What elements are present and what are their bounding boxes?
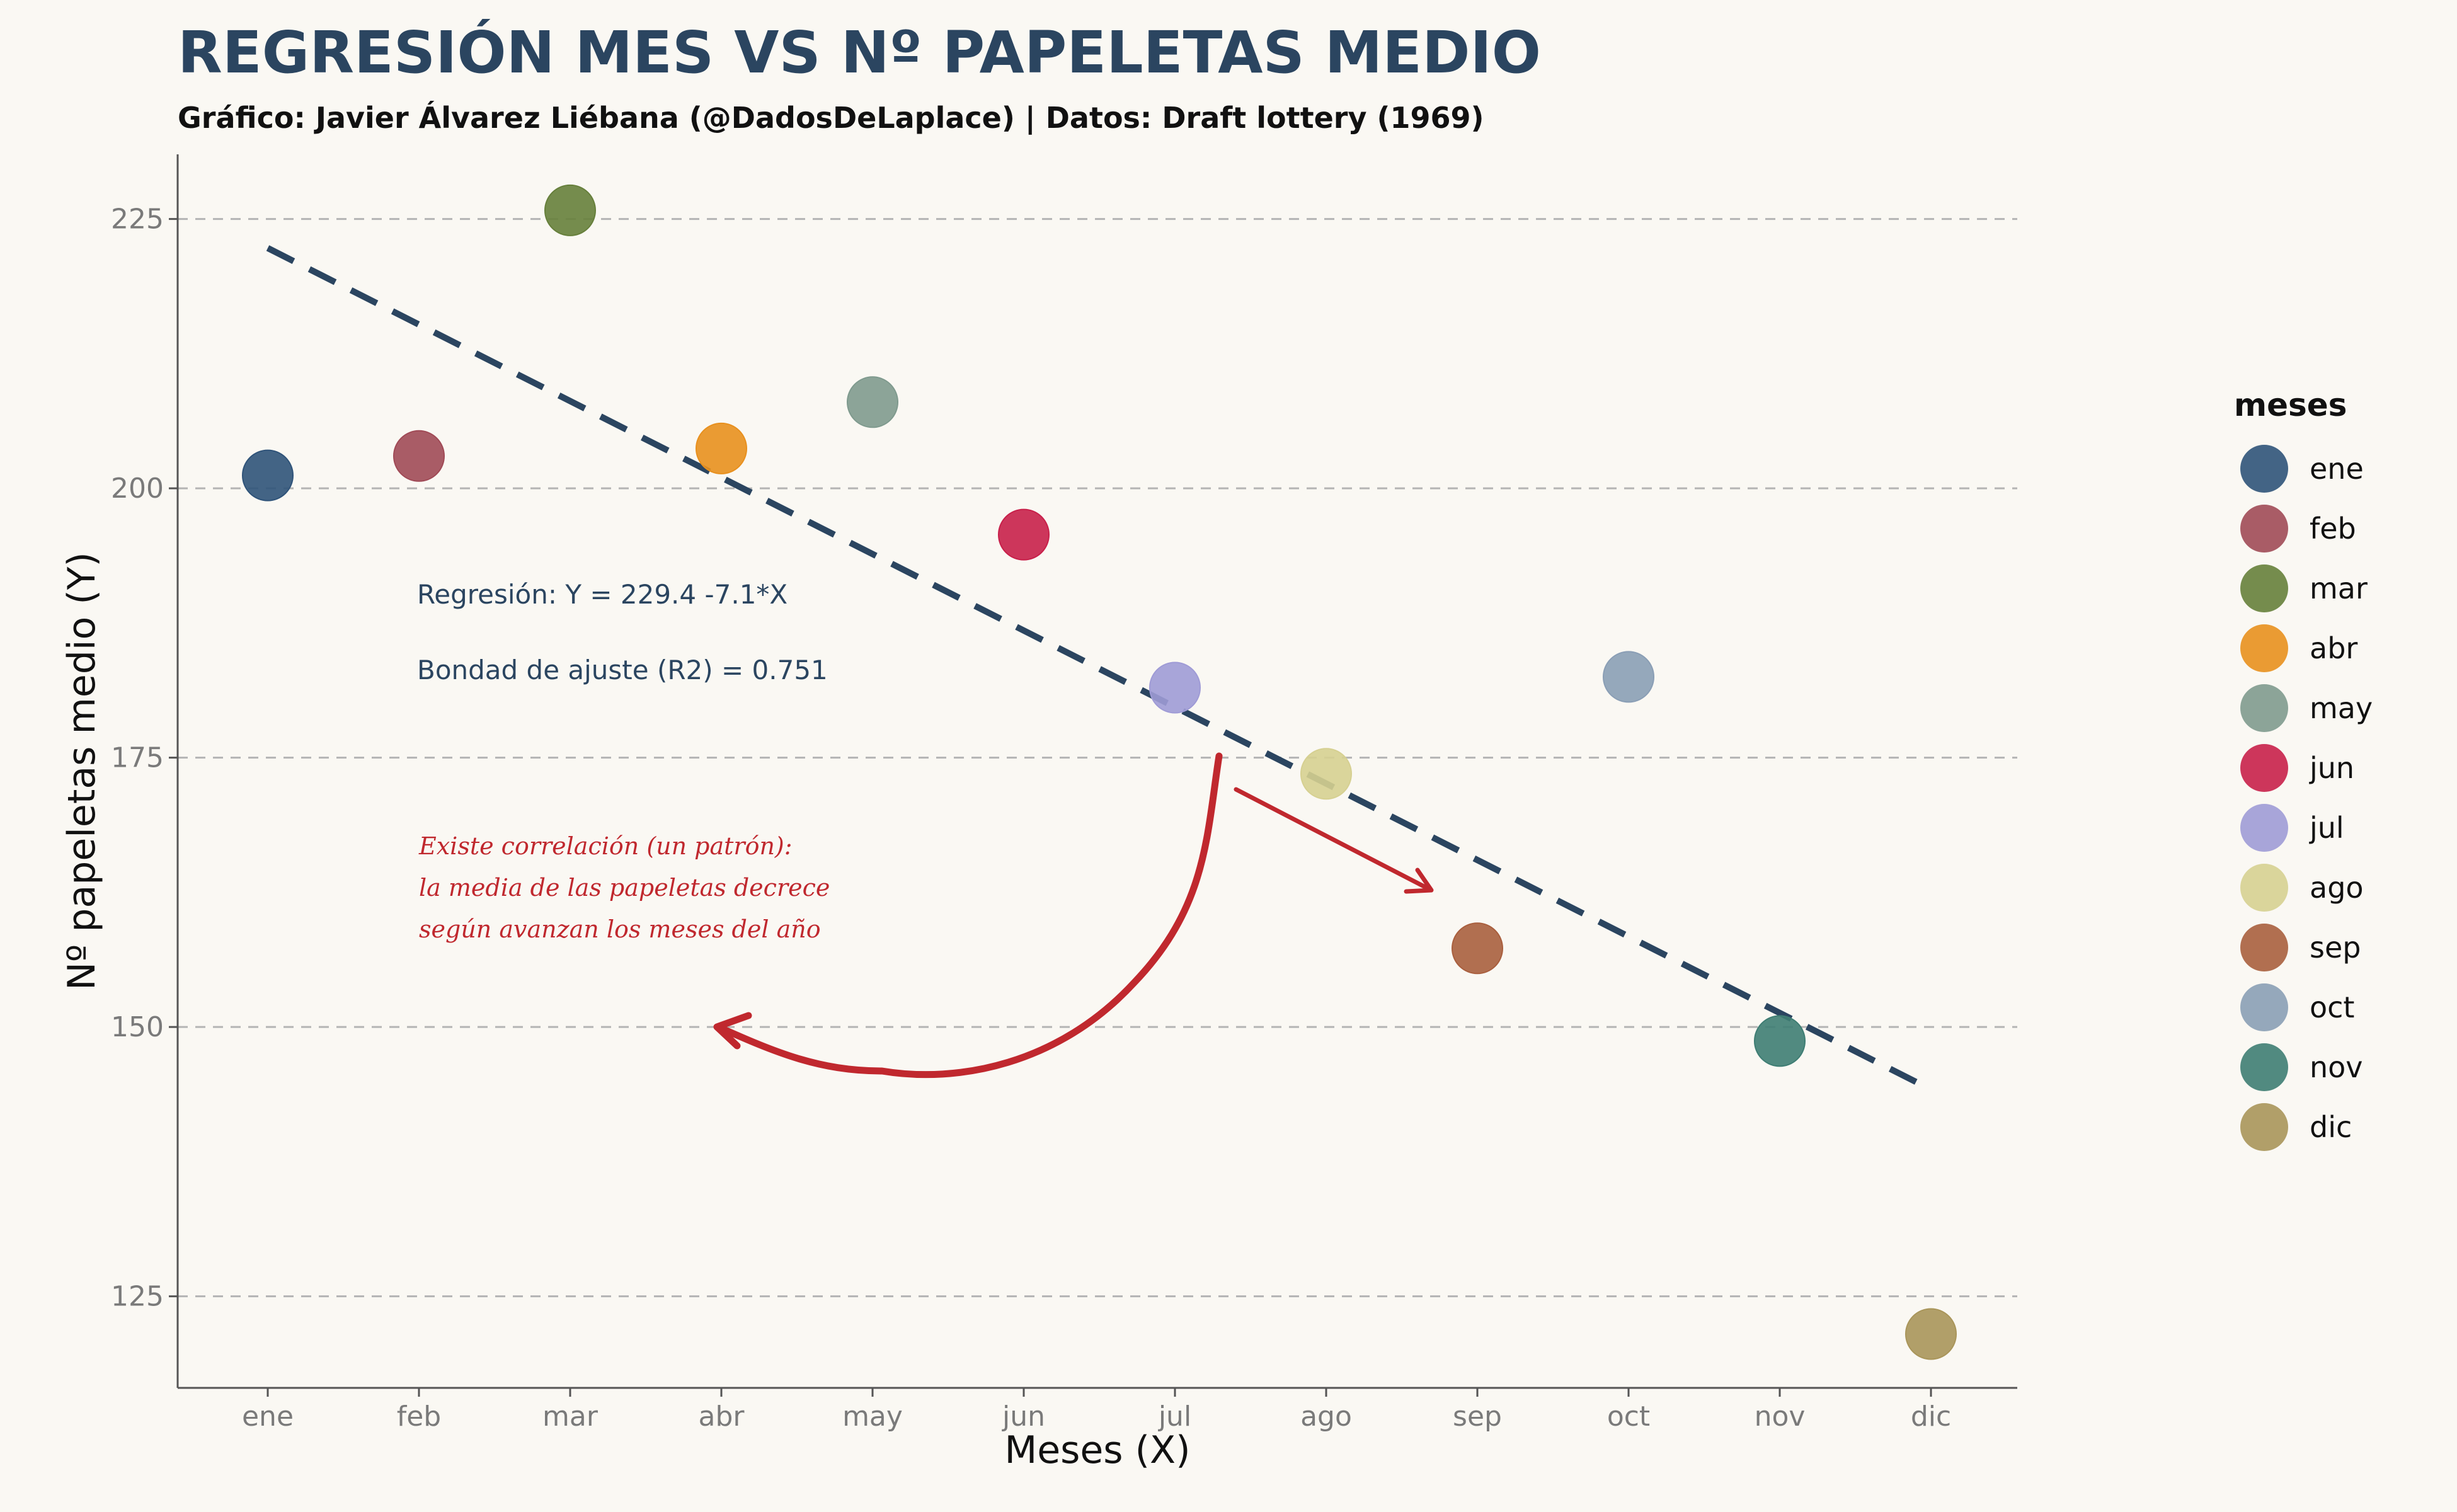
y-tick-label: 225 bbox=[111, 203, 164, 236]
x-axis-title: Meses (X) bbox=[1004, 1428, 1190, 1472]
x-tick-label: ago bbox=[1300, 1400, 1352, 1433]
legend-label-ene: ene bbox=[2310, 452, 2364, 486]
legend-label-jun: jun bbox=[2309, 751, 2354, 785]
legend-label-dic: dic bbox=[2310, 1110, 2352, 1144]
chart-title: REGRESIÓN MES VS Nº PAPELETAS MEDIO bbox=[178, 19, 1541, 86]
regression-equation-label: Regresión: Y = 229.4 -7.1*X bbox=[417, 579, 788, 610]
legend-label-jul: jul bbox=[2309, 811, 2344, 845]
x-tick-label: jul bbox=[1158, 1400, 1191, 1433]
gridlines bbox=[178, 218, 2017, 1298]
data-point-nov bbox=[1754, 1015, 1806, 1067]
straight-arrow bbox=[1234, 787, 1434, 894]
x-tick-label: jun bbox=[1002, 1400, 1045, 1433]
data-point-jun bbox=[998, 508, 1050, 561]
y-tick-label: 175 bbox=[111, 742, 164, 774]
comment-line-2: la media de las papeletas decrece bbox=[419, 874, 830, 902]
legend-label-sep: sep bbox=[2310, 931, 2361, 965]
y-tick-label: 200 bbox=[111, 472, 164, 505]
legend-label-abr: abr bbox=[2310, 631, 2357, 665]
curved-arrow bbox=[713, 752, 1223, 1079]
data-point-dic bbox=[1905, 1308, 1957, 1360]
x-tick-label: may bbox=[842, 1400, 903, 1433]
data-point-ene bbox=[242, 449, 294, 501]
x-tick-label: oct bbox=[1607, 1400, 1650, 1433]
legend-label-mar: mar bbox=[2310, 571, 2368, 605]
x-tick-label: ene bbox=[242, 1400, 294, 1433]
data-point-ago bbox=[1300, 748, 1352, 800]
y-tick-label: 125 bbox=[111, 1281, 164, 1313]
x-tick-labels: ene feb mar abr may jun jul ago sep oct nov dic bbox=[242, 1388, 1951, 1433]
x-tick-label: dic bbox=[1911, 1400, 1951, 1433]
x-tick-label: feb bbox=[397, 1400, 442, 1433]
legend: meses ene feb mar abr may jun jul ago sep oct nov d… bbox=[2234, 387, 2373, 1151]
data-point-may bbox=[847, 376, 898, 428]
straight-arrow-shaft bbox=[1234, 787, 1433, 892]
x-tick-label: abr bbox=[699, 1400, 745, 1433]
data-points bbox=[242, 184, 1957, 1360]
data-point-oct bbox=[1603, 651, 1654, 703]
legend-swatch-jun bbox=[2240, 744, 2288, 792]
chart-subtitle: Gráfico: Javier Álvarez Liébana (@DadosD… bbox=[178, 101, 1484, 135]
x-tick-label: sep bbox=[1453, 1400, 1502, 1433]
data-point-mar bbox=[544, 184, 596, 236]
legend-label-ago: ago bbox=[2310, 871, 2364, 905]
curved-arrow-shaft bbox=[714, 752, 1223, 1079]
r2-label: Bondad de ajuste (R2) = 0.751 bbox=[417, 655, 828, 685]
legend-swatch-sep bbox=[2240, 924, 2288, 971]
legend-swatch-jul bbox=[2240, 804, 2288, 852]
data-point-jul bbox=[1149, 662, 1201, 714]
legend-swatch-ago bbox=[2240, 864, 2288, 912]
legend-label-oct: oct bbox=[2310, 990, 2354, 1024]
legend-swatch-may bbox=[2240, 684, 2288, 732]
x-tick-label: mar bbox=[542, 1400, 598, 1433]
straight-arrow-head bbox=[1404, 868, 1434, 894]
legend-title: meses bbox=[2234, 387, 2347, 423]
legend-label-nov: nov bbox=[2310, 1050, 2363, 1084]
data-point-sep bbox=[1452, 922, 1503, 975]
legend-swatch-dic bbox=[2240, 1103, 2288, 1151]
legend-label-feb: feb bbox=[2310, 512, 2356, 546]
curved-arrow-head bbox=[713, 1012, 752, 1050]
comment-line-1: Existe correlación (un patrón): bbox=[418, 832, 793, 860]
legend-label-may: may bbox=[2310, 691, 2373, 725]
y-tick-label: 150 bbox=[111, 1011, 164, 1043]
data-point-feb bbox=[393, 430, 445, 482]
legend-swatch-mar bbox=[2240, 564, 2288, 612]
legend-swatch-feb bbox=[2240, 505, 2288, 553]
regression-line bbox=[266, 245, 1933, 1092]
data-point-abr bbox=[696, 422, 747, 474]
legend-swatch-abr bbox=[2240, 624, 2288, 672]
comment-line-3: según avanzan los meses del año bbox=[419, 915, 821, 943]
y-tick-labels: 125 150 175 200 225 bbox=[111, 203, 178, 1313]
legend-swatch-oct bbox=[2240, 983, 2288, 1031]
y-axis-title: Nº papeletas medio (Y) bbox=[60, 552, 104, 990]
x-tick-label: nov bbox=[1755, 1400, 1806, 1433]
legend-swatch-ene bbox=[2240, 445, 2288, 493]
legend-swatch-nov bbox=[2240, 1043, 2288, 1091]
